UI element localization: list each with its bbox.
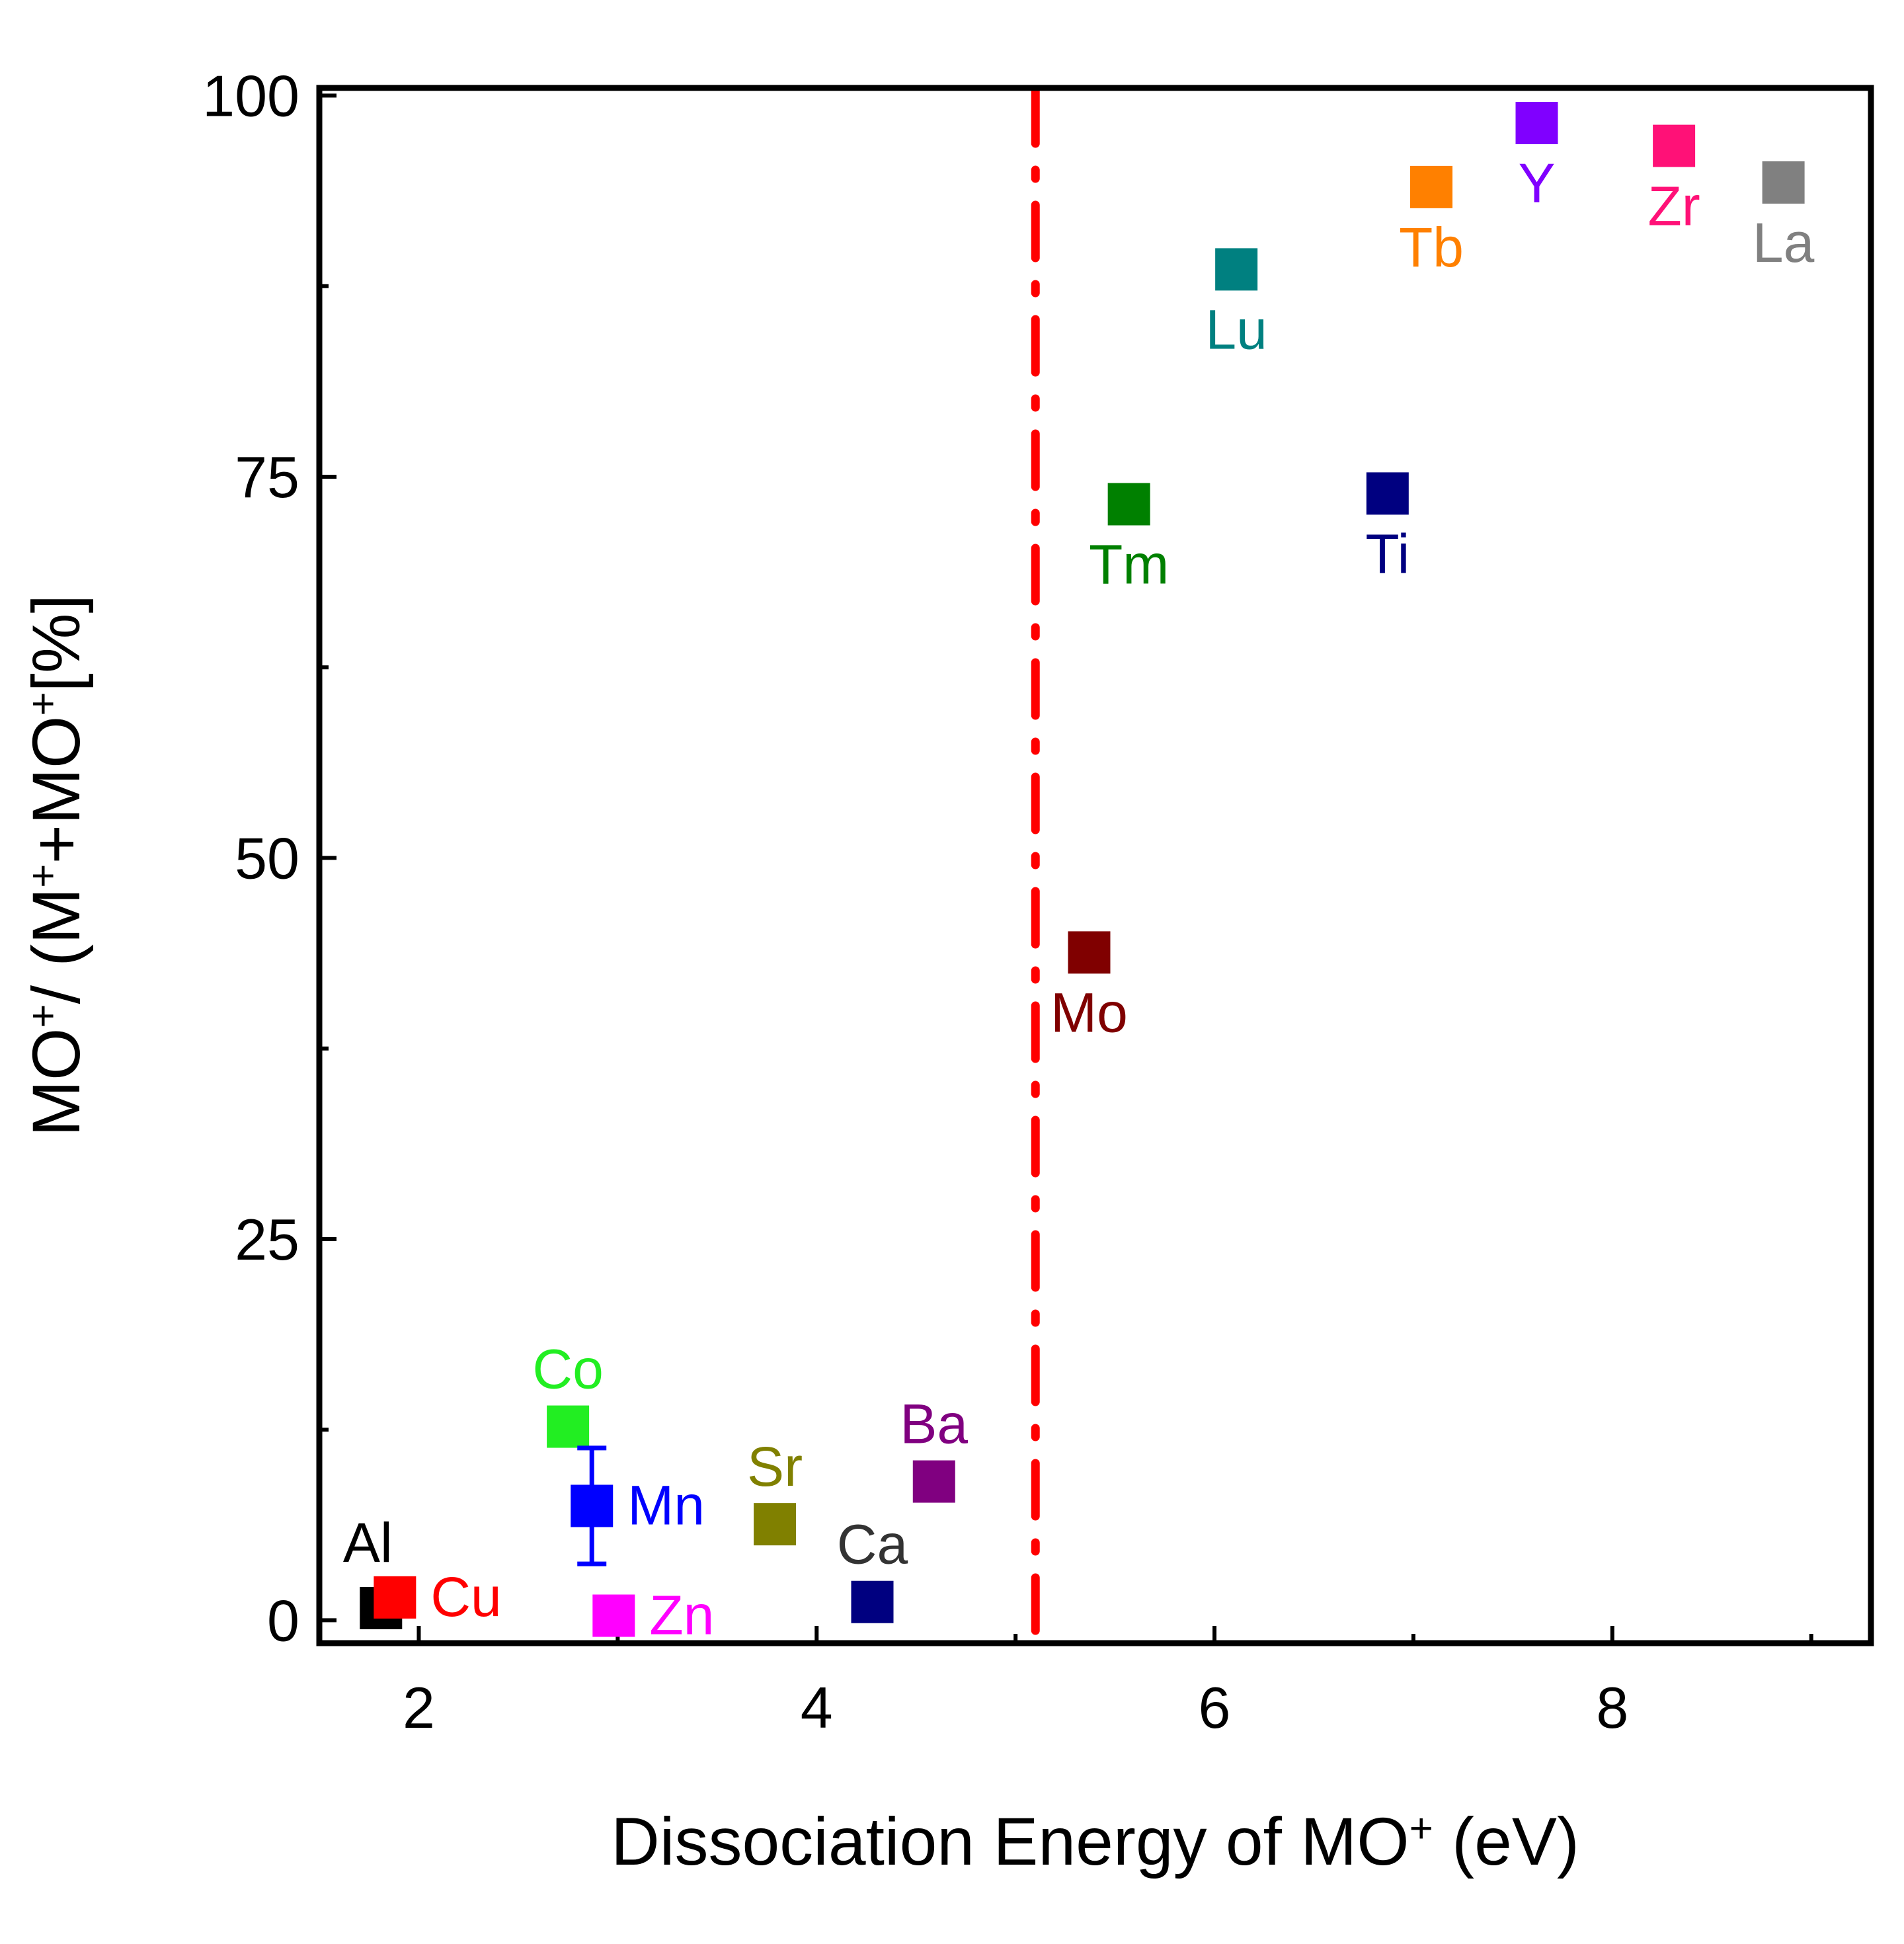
x-tick-label: 6 xyxy=(1199,1675,1231,1740)
marker-square xyxy=(547,1405,590,1448)
marker-square xyxy=(851,1580,894,1623)
y-axis-title-sup: + xyxy=(20,864,66,888)
point-label: Tb xyxy=(1399,216,1464,278)
data-point-y: Y xyxy=(1515,102,1558,214)
point-label: Mn xyxy=(627,1474,705,1536)
marker-square xyxy=(1515,102,1558,145)
data-point-tb: Tb xyxy=(1399,165,1464,278)
y-axis-title: MO+/ (M++MO+[%] xyxy=(19,594,94,1137)
x-axis-title-main: Dissociation Energy of MO xyxy=(611,1804,1409,1879)
marker-square xyxy=(1215,248,1258,291)
point-label: Lu xyxy=(1205,298,1267,360)
point-label: La xyxy=(1753,212,1815,274)
marker-square xyxy=(1068,931,1111,974)
point-label: Cu xyxy=(430,1566,501,1628)
point-label: Sr xyxy=(747,1436,803,1498)
axis-tick-labels: 2 4 6 8 0 25 50 75 100 xyxy=(202,63,1628,1740)
data-point-zn: Zn xyxy=(592,1584,714,1646)
marker-square xyxy=(912,1460,955,1503)
data-point-ti: Ti xyxy=(1365,472,1409,585)
point-label: Al xyxy=(343,1512,393,1574)
x-tick-label: 8 xyxy=(1596,1675,1628,1740)
y-axis-title-part: / (M xyxy=(19,888,94,1004)
data-point-zr: Zr xyxy=(1647,124,1700,237)
x-axis-title: Dissociation Energy of MO+ (eV) xyxy=(611,1804,1579,1879)
data-points: Al Cu Co Mn Zn Sr Ca Ba Mo Tm Lu Ti Tb Y Zr La xyxy=(343,102,1815,1646)
data-point-lu: Lu xyxy=(1205,248,1267,360)
data-point-la: La xyxy=(1753,161,1815,274)
data-point-ba: Ba xyxy=(900,1393,968,1503)
marker-square xyxy=(1653,124,1696,167)
y-tick-label: 50 xyxy=(235,825,299,891)
y-tick-label: 100 xyxy=(202,63,299,129)
point-label: Zn xyxy=(649,1584,714,1646)
marker-square xyxy=(1410,165,1453,208)
x-axis-title-suffix: (eV) xyxy=(1433,1804,1579,1879)
point-label: Y xyxy=(1518,152,1555,214)
marker-square xyxy=(1366,472,1409,515)
marker-square xyxy=(592,1594,635,1637)
x-tick-label: 4 xyxy=(801,1675,833,1740)
data-point-cu: Cu xyxy=(374,1566,502,1628)
data-point-mn: Mn xyxy=(571,1445,705,1566)
y-axis-title-part: [%] xyxy=(19,594,94,692)
y-axis-title-sup: + xyxy=(20,692,66,715)
point-label: Zr xyxy=(1647,175,1700,237)
marker-square xyxy=(1762,161,1805,204)
y-tick-label: 75 xyxy=(235,444,299,510)
marker-square xyxy=(571,1484,614,1527)
marker-square xyxy=(754,1503,797,1546)
point-label: Ba xyxy=(900,1393,968,1455)
y-axis-title-part: MO xyxy=(19,1028,94,1137)
plot-frame xyxy=(316,85,1874,1646)
y-axis-title-part: +MO xyxy=(19,716,94,864)
data-point-mo: Mo xyxy=(1051,931,1128,1043)
y-tick-label: 25 xyxy=(235,1207,299,1272)
point-label: Mo xyxy=(1051,981,1128,1043)
point-label: Co xyxy=(532,1338,603,1400)
point-label: Ca xyxy=(837,1514,908,1576)
point-label: Tm xyxy=(1089,534,1169,596)
y-tick-label: 0 xyxy=(267,1588,299,1653)
y-axis-title-sup: + xyxy=(20,1004,66,1028)
marker-square xyxy=(374,1576,416,1619)
marker-square xyxy=(1107,483,1150,526)
data-point-ca: Ca xyxy=(837,1514,908,1623)
x-axis-title-sup: + xyxy=(1409,1806,1433,1851)
data-point-sr: Sr xyxy=(747,1436,803,1546)
x-tick-label: 2 xyxy=(403,1675,435,1740)
data-point-tm: Tm xyxy=(1089,483,1169,596)
point-label: Ti xyxy=(1365,522,1409,585)
data-point-co: Co xyxy=(532,1338,604,1448)
